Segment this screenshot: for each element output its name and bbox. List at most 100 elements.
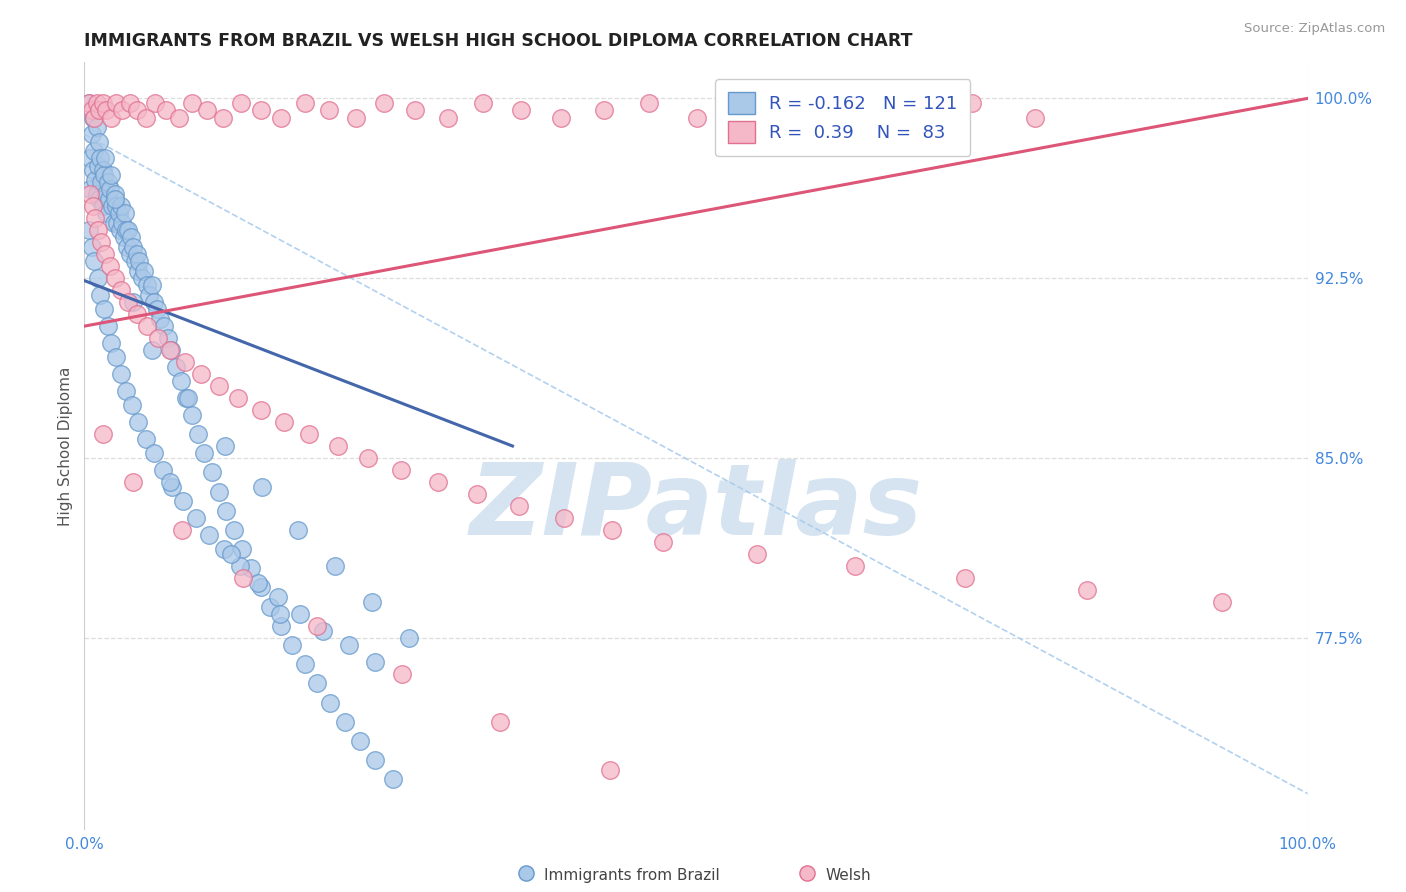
Point bbox=[100, 335, 122, 350]
Point bbox=[93, 302, 115, 317]
Point bbox=[344, 111, 367, 125]
Point bbox=[122, 295, 145, 310]
Point bbox=[128, 254, 150, 268]
Point bbox=[266, 590, 288, 604]
Point bbox=[215, 504, 238, 518]
Point bbox=[111, 103, 134, 118]
Point bbox=[333, 714, 356, 729]
Point bbox=[162, 480, 184, 494]
Point bbox=[97, 175, 120, 189]
Point bbox=[174, 391, 197, 405]
Point bbox=[165, 359, 187, 374]
Point bbox=[80, 240, 103, 254]
Point bbox=[97, 192, 120, 206]
Point bbox=[134, 264, 156, 278]
Point bbox=[270, 111, 292, 125]
Point bbox=[86, 96, 108, 111]
Point bbox=[273, 415, 295, 429]
Point bbox=[115, 223, 138, 237]
Point bbox=[177, 391, 200, 405]
Point bbox=[127, 415, 149, 429]
Point bbox=[398, 631, 420, 645]
Point bbox=[337, 638, 360, 652]
Point bbox=[77, 223, 100, 237]
Point bbox=[118, 247, 141, 261]
Point bbox=[135, 278, 157, 293]
Point bbox=[249, 103, 271, 118]
Point bbox=[364, 753, 387, 767]
Point bbox=[294, 657, 316, 672]
Point bbox=[318, 103, 340, 118]
Point bbox=[953, 571, 976, 585]
Point bbox=[79, 187, 101, 202]
Point bbox=[360, 595, 382, 609]
Point bbox=[79, 151, 101, 165]
Text: IMMIGRANTS FROM BRAZIL VS WELSH HIGH SCHOOL DIPLOMA CORRELATION CHART: IMMIGRANTS FROM BRAZIL VS WELSH HIGH SCH… bbox=[84, 32, 912, 50]
Point bbox=[281, 638, 304, 652]
Point bbox=[80, 103, 103, 118]
Point bbox=[115, 384, 138, 398]
Point bbox=[135, 319, 157, 334]
Point bbox=[77, 96, 100, 111]
Point bbox=[84, 211, 107, 226]
Point bbox=[962, 96, 984, 111]
Point bbox=[90, 175, 112, 189]
Point bbox=[287, 523, 309, 537]
Point bbox=[184, 511, 207, 525]
Point bbox=[391, 666, 413, 681]
Legend: R = -0.162   N = 121, R =  0.39    N =  83: R = -0.162 N = 121, R = 0.39 N = 83 bbox=[716, 79, 970, 156]
Point bbox=[145, 302, 167, 317]
Point bbox=[381, 772, 404, 787]
Point bbox=[105, 199, 128, 213]
Point bbox=[91, 96, 114, 111]
Point bbox=[94, 151, 117, 165]
Point bbox=[118, 96, 141, 111]
Point bbox=[149, 312, 172, 326]
Point bbox=[141, 278, 163, 293]
Point bbox=[105, 96, 128, 111]
Point bbox=[357, 450, 380, 465]
Point bbox=[124, 254, 146, 268]
Point bbox=[229, 96, 252, 111]
Point bbox=[83, 111, 105, 125]
Point bbox=[159, 343, 181, 357]
Point bbox=[156, 331, 179, 345]
Point bbox=[115, 240, 138, 254]
Point bbox=[87, 135, 110, 149]
Point bbox=[82, 111, 104, 125]
Point bbox=[1076, 582, 1098, 597]
Point bbox=[97, 319, 120, 334]
Point bbox=[104, 271, 127, 285]
Text: Welsh: Welsh bbox=[825, 869, 870, 883]
Point bbox=[737, 103, 759, 118]
Point bbox=[94, 247, 117, 261]
Point bbox=[159, 475, 181, 489]
Point bbox=[228, 558, 250, 573]
Point bbox=[652, 534, 675, 549]
Point bbox=[472, 96, 495, 111]
Point bbox=[323, 558, 346, 573]
Point bbox=[172, 523, 194, 537]
Point bbox=[195, 103, 218, 118]
Point bbox=[844, 558, 866, 573]
Point bbox=[796, 866, 818, 880]
Point bbox=[141, 343, 163, 357]
Point bbox=[105, 351, 128, 365]
Point bbox=[211, 111, 233, 125]
Point bbox=[269, 607, 291, 621]
Point bbox=[187, 427, 209, 442]
Point bbox=[901, 103, 924, 118]
Point bbox=[100, 111, 122, 125]
Point bbox=[93, 168, 115, 182]
Point bbox=[103, 216, 125, 230]
Point bbox=[239, 561, 262, 575]
Point bbox=[114, 206, 136, 220]
Point bbox=[181, 96, 204, 111]
Point bbox=[87, 159, 110, 173]
Point bbox=[247, 575, 270, 590]
Point bbox=[105, 216, 128, 230]
Point bbox=[198, 527, 221, 541]
Point bbox=[152, 463, 174, 477]
Point bbox=[1211, 595, 1233, 609]
Point bbox=[593, 103, 616, 118]
